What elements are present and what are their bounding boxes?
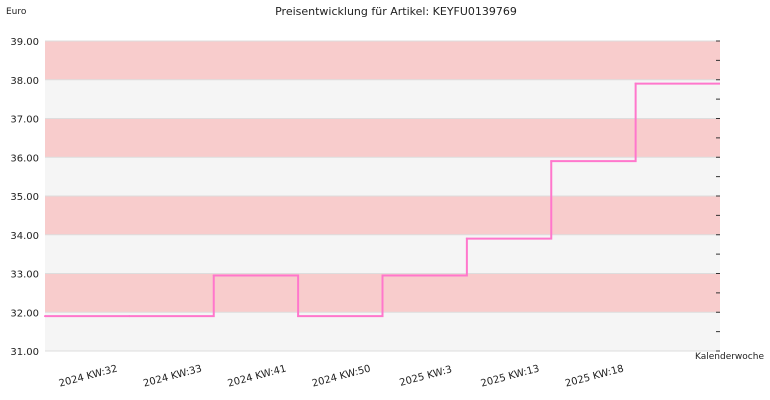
y-tick-label: 34.00 [10, 231, 39, 242]
y-tick-label: 39.00 [10, 37, 39, 48]
grid-band [45, 41, 720, 80]
data-point [297, 315, 300, 318]
price-series [44, 82, 720, 318]
y-tick-label: 32.00 [10, 308, 39, 319]
data-point [128, 315, 131, 318]
data-point [381, 274, 384, 277]
x-tick-label: 2025 KW:13 [480, 363, 541, 389]
grid-band [45, 234, 720, 274]
x-axis: 2024 KW:32 2024 KW:33 2024 KW:41 2024 KW:50… [58, 363, 625, 389]
y-tick-label: 33.00 [10, 270, 39, 281]
chart-title: Preisentwicklung für Artikel: KEYFU01397… [275, 5, 517, 18]
data-point [465, 237, 468, 240]
data-point [44, 315, 46, 318]
x-tick-label: 2025 KW:3 [398, 364, 453, 389]
x-tick-label: 2024 KW:50 [311, 363, 372, 389]
y-tick-label: 31.00 [10, 347, 39, 358]
y-tick-label: 38.00 [10, 76, 39, 87]
data-point [634, 82, 637, 85]
y-tick-label: 36.00 [10, 153, 39, 164]
x-tick-label: 2024 KW:33 [142, 363, 203, 389]
grid-band [45, 79, 720, 119]
grid-band [45, 196, 720, 235]
background-bands [45, 40, 720, 352]
y-tick-label: 35.00 [10, 192, 39, 203]
x-axis-label: Kalenderwoche [695, 352, 764, 362]
grid-band [45, 118, 720, 158]
x-tick-label: 2024 KW:32 [58, 363, 119, 389]
y-axis: 31.00 32.00 33.00 34.00 35.00 36.00 37.00 38.00… [10, 37, 720, 358]
data-point [212, 274, 215, 277]
x-tick-label: 2025 KW:18 [564, 363, 625, 389]
grid-band [45, 312, 720, 351]
x-tick-label: 2024 KW:41 [227, 363, 288, 389]
grid-band [45, 157, 720, 196]
data-point [550, 160, 553, 163]
y-tick-label: 37.00 [10, 115, 39, 126]
y-axis-label: Euro [6, 7, 27, 17]
